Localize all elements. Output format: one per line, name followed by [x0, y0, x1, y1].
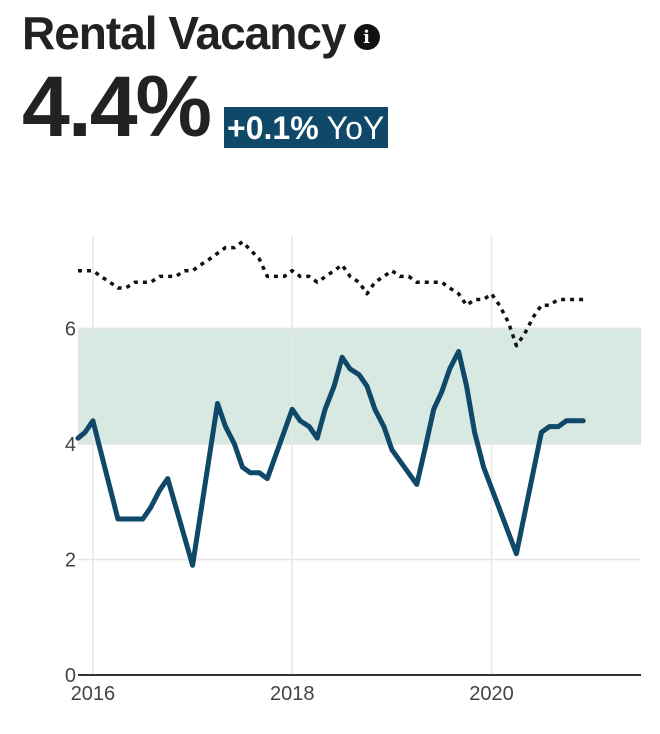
value-row: 4.4% +0.1% YoY — [22, 59, 389, 155]
title-row: Rental Vacancy i — [22, 6, 388, 60]
x-tick-label: 2020 — [469, 683, 514, 705]
x-tick-label: 2016 — [71, 683, 116, 705]
y-tick-label: 6 — [65, 318, 76, 340]
change-suffix: YoY — [326, 110, 385, 147]
y-tick-label: 2 — [65, 549, 76, 571]
header: Rental Vacancy i 4.4% +0.1% YoY — [22, 6, 389, 155]
chart-title: Rental Vacancy — [22, 7, 347, 59]
current-value: 4.4% — [22, 59, 212, 155]
y-tick-label: 4 — [65, 434, 76, 456]
x-tick-label: 2018 — [270, 683, 315, 705]
y-tick-label: 0 — [65, 665, 76, 687]
vacancy-series-line — [75, 349, 586, 568]
target-band — [78, 328, 641, 444]
reference-series-line — [78, 240, 584, 348]
info-icon[interactable]: i — [353, 24, 380, 50]
change-value: +0.1% — [227, 110, 319, 147]
change-badge: +0.1% YoY — [224, 107, 389, 148]
